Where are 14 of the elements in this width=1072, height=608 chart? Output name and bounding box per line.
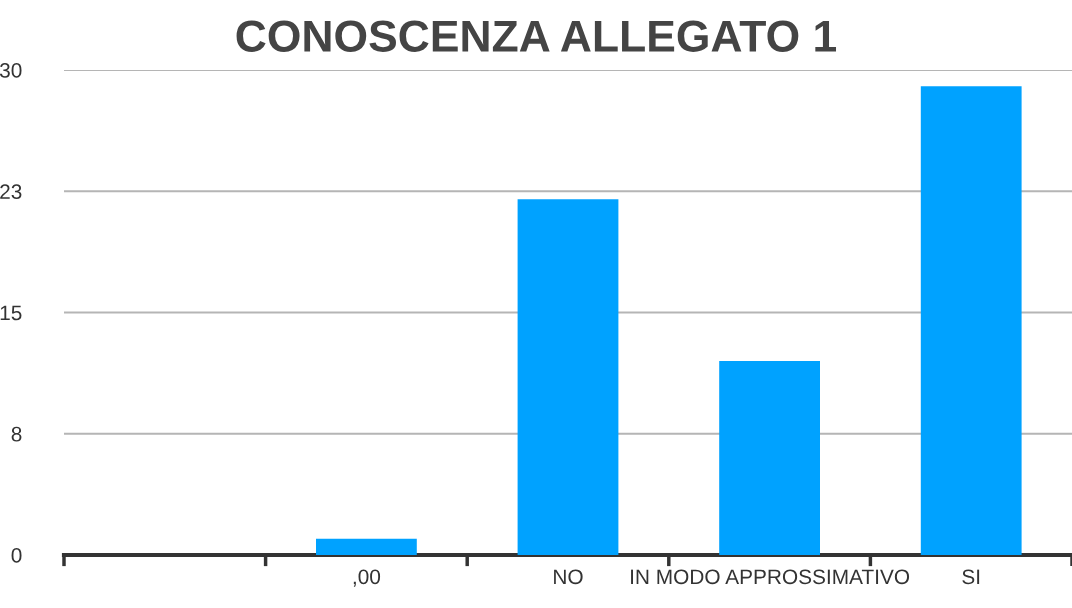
bar <box>316 538 417 555</box>
x-tick-label: NO <box>554 569 583 585</box>
y-tick-label: 23 <box>0 184 22 199</box>
x-tick-label: IN MODO APPROSSIMATIVO <box>631 569 910 585</box>
bar <box>719 361 820 555</box>
chart-title: CONOSCENZA ALLEGATO 1 <box>236 20 837 52</box>
y-tick-label: 15 <box>0 305 22 321</box>
bar <box>920 86 1022 555</box>
x-tick-label: ,00 <box>353 569 381 587</box>
bar <box>517 199 619 555</box>
y-tick-label: 8 <box>11 426 22 442</box>
y-tick-label: 0 <box>11 548 22 563</box>
x-tick-label: SI <box>962 569 980 585</box>
y-tick-label: 30 <box>0 63 22 78</box>
